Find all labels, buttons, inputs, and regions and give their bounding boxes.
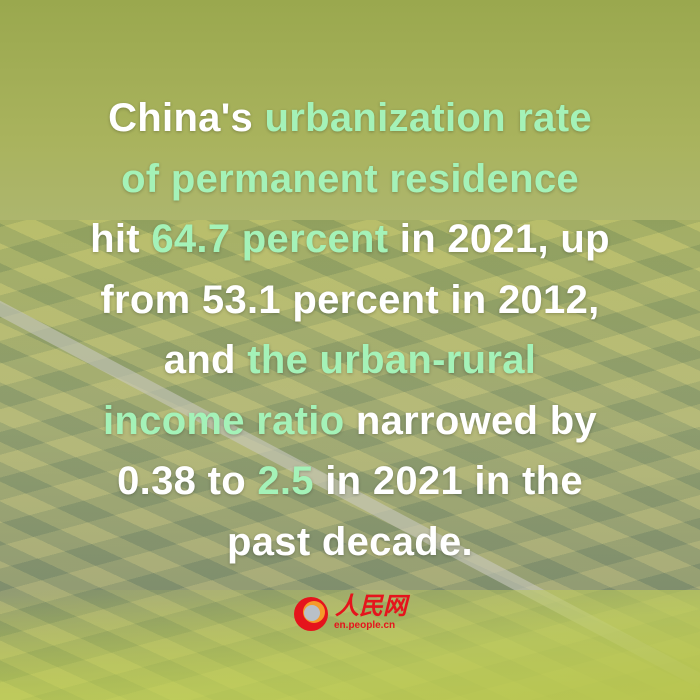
headline-line: 0.38 to 2.5 in 2021 in the (0, 451, 700, 512)
text-segment: past decade. (227, 519, 473, 564)
logo-swirl-icon (294, 597, 328, 631)
headline: China's urbanization rate of permanent r… (0, 88, 700, 572)
text-segment: 0.38 to (117, 459, 258, 503)
headline-line: from 53.1 percent in 2012, (0, 270, 700, 331)
text-segment: and (163, 338, 248, 382)
headline-line: China's urbanization rate (0, 88, 700, 149)
highlight-segment: the urban-rural (247, 338, 537, 382)
text-segment: narrowed by (344, 398, 597, 443)
logo-wordmark: 人民网 (335, 591, 407, 620)
highlight-segment: income ratio (103, 398, 345, 443)
headline-line: hit 64.7 percent in 2021, up (0, 209, 700, 270)
headline-line: of permanent residence (0, 149, 700, 210)
headline-line: income ratio narrowed by (0, 391, 700, 452)
text-segment: from 53.1 percent in 2012, (100, 277, 600, 322)
highlight-segment: urbanization rate (264, 96, 592, 140)
highlight-segment: of permanent residence (121, 156, 579, 201)
highlight-segment: 64.7 percent (151, 217, 389, 261)
text-segment: in 2021 in the (313, 459, 583, 503)
bottom-band (0, 590, 700, 700)
text-segment: China's (108, 96, 265, 140)
people-daily-logo: 人民网 en.people.cn (291, 593, 407, 633)
headline-line: and the urban-rural (0, 330, 700, 391)
logo-url: en.people.cn (334, 620, 396, 631)
text-segment: in 2021, up (388, 217, 610, 261)
text-segment: hit (90, 217, 152, 261)
highlight-segment: 2.5 (257, 459, 314, 503)
headline-line: past decade. (0, 512, 700, 573)
